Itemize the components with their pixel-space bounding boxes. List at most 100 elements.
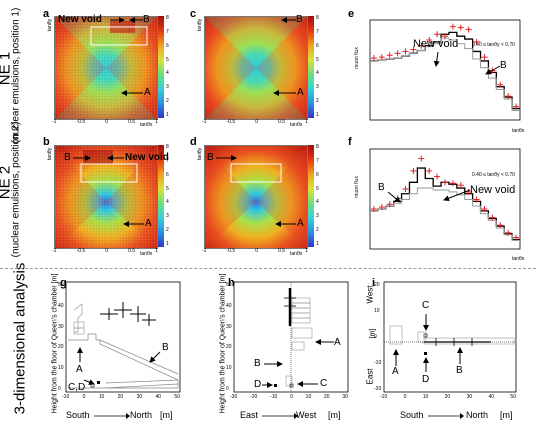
tick: 1 [316, 111, 319, 118]
i-xlabel-south: South [400, 410, 424, 420]
tick: 7 [316, 157, 319, 164]
tick: 20 [444, 394, 451, 400]
axis-label-tanx-b: tanθx [140, 251, 153, 257]
tick: 2 [316, 98, 319, 105]
tick: 0 [105, 119, 109, 125]
tick: 1 [305, 119, 308, 125]
tick: 0 [403, 394, 407, 400]
g-xlabel-north: North [130, 410, 153, 420]
tick: 50 [174, 394, 180, 400]
g-xticks: -10 0 10 20 30 40 50 [62, 394, 180, 400]
tick: 5 [316, 185, 319, 192]
tick: 0.5 [128, 119, 136, 125]
plot-frame [369, 19, 521, 121]
tick: 8 [316, 144, 319, 150]
g-xlabel-south: South [66, 410, 90, 420]
tick: 10 [226, 365, 232, 372]
tick: 10 [422, 394, 429, 400]
heatmap-b [54, 145, 158, 249]
label-new-void-a: New void [58, 14, 102, 25]
g-label-cd: C,D [68, 382, 86, 393]
tick: 50 [58, 282, 64, 288]
three-d-label: 3-dimensional analysis [11, 262, 29, 415]
tick: 4 [166, 70, 169, 77]
i-label-d: D [422, 374, 430, 385]
i-label-a: A [392, 366, 399, 377]
i-xticks: -10 0 10 20 30 40 50 [380, 394, 516, 400]
tick: 5 [166, 56, 169, 63]
tick: 1 [305, 248, 308, 254]
label-a-b: A [145, 218, 152, 229]
label-a-d: A [297, 218, 304, 229]
tick: 1 [316, 240, 319, 247]
hist-arrows [387, 51, 501, 203]
hist-e-b: B [500, 60, 507, 71]
heat-xticks-b: -1 -0.5 0 0.5 1 [52, 248, 158, 254]
h-label-b: B [254, 358, 261, 369]
tick: 6 [166, 171, 169, 178]
tick: 7 [166, 157, 169, 164]
i-ylabel-west: West [365, 285, 375, 304]
cbar-ticks-a: 8 7 6 5 4 3 2 1 [166, 16, 169, 118]
panel-i-letter: i [372, 277, 376, 289]
tick: 0 [255, 248, 259, 254]
tick: -10 [62, 394, 70, 400]
tick: 0 [290, 394, 293, 400]
label-new-void-b: New void [125, 152, 169, 163]
tick: 0 [105, 248, 109, 254]
tick: 40 [226, 302, 232, 309]
tick: 2 [166, 227, 169, 234]
h-direction-arrow [262, 413, 298, 419]
h-ylabel: Height from the floor of Queen's chamber… [219, 273, 227, 414]
tick: -1 [202, 119, 207, 125]
tick: 30 [58, 323, 64, 330]
section-divider [0, 268, 536, 269]
hist-e-xlabel: tanθx [512, 128, 525, 134]
tick: 1 [166, 240, 169, 247]
i-label-c: C [422, 300, 430, 311]
tick: 7 [166, 28, 169, 35]
colorbar-a [158, 16, 164, 118]
tick: 30 [226, 323, 232, 330]
h-xticks: -30 -20 -10 0 10 20 30 [230, 394, 348, 400]
g-label-b: B [162, 342, 169, 353]
i-yticks: -20 -10 0 10 20 [374, 282, 381, 392]
h-yticks: 0 10 20 30 40 50 [226, 282, 232, 392]
heatmap-a [54, 16, 158, 120]
axis-label-tanx-a: tanθx [140, 122, 153, 128]
heatmap-b-svg [55, 146, 157, 248]
colorbar-b [158, 145, 164, 247]
tick: 6 [166, 42, 169, 49]
h-xlabel-east: East [240, 410, 259, 420]
tick: -10 [380, 394, 388, 400]
tick: 0.5 [278, 248, 286, 254]
tick: -0.5 [76, 248, 86, 254]
panel-e-letter: e [348, 8, 355, 20]
label-b-d: B [207, 152, 214, 163]
tick: 20 [374, 282, 380, 288]
tick: 3 [166, 213, 169, 220]
g-direction-arrow [94, 413, 130, 419]
hist-f-b: B [378, 182, 385, 193]
tick: 20 [117, 394, 124, 400]
cbar-ticks-d: 8 7 6 5 4 3 2 1 [316, 145, 319, 247]
g-xlabel-unit: [m] [160, 410, 173, 420]
tick: 0.5 [278, 119, 286, 125]
tick: 7 [316, 28, 319, 35]
colorbar-c [308, 16, 314, 118]
tick: 20 [58, 344, 64, 351]
tick: 30 [136, 394, 143, 400]
heatmap-c [204, 16, 308, 120]
tick: -20 [374, 386, 382, 392]
tick: 10 [58, 365, 64, 372]
tick: 0 [82, 394, 86, 400]
panel-i-plot [383, 281, 517, 393]
tick: 1 [166, 111, 169, 118]
plot-frame [369, 148, 521, 250]
tick: 2 [166, 98, 169, 105]
tick: 50 [226, 282, 232, 288]
i-direction-arrow [428, 413, 464, 419]
g-ylabel: Height from the floor of Queen's chamber… [51, 273, 59, 414]
tick: 50 [510, 394, 516, 400]
tick: 20 [324, 394, 330, 400]
